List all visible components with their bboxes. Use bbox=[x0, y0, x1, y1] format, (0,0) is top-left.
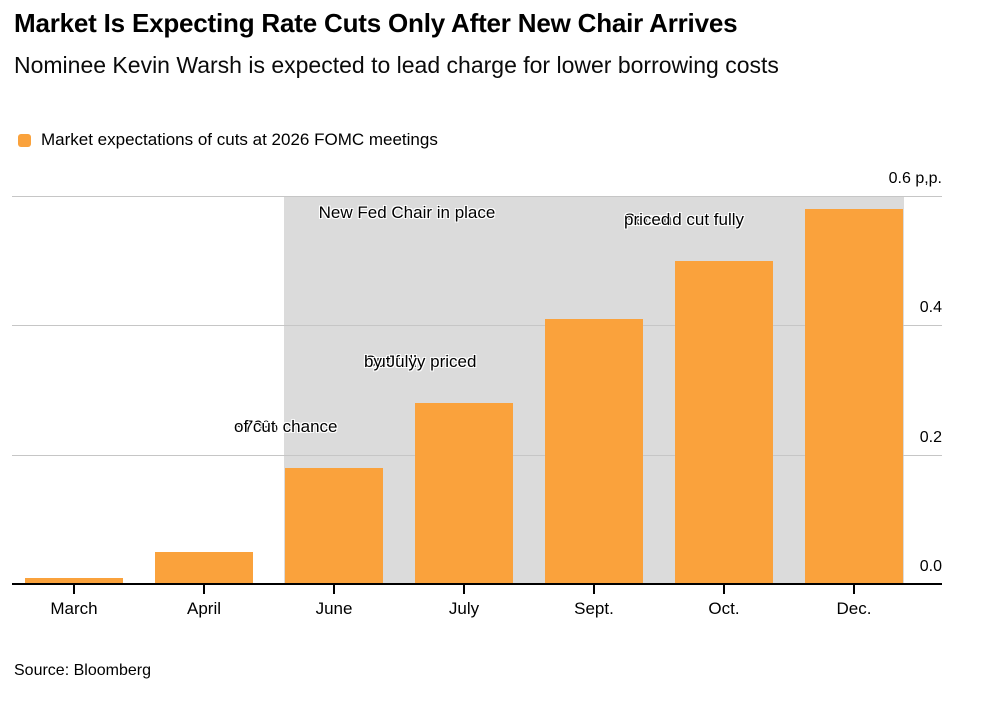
chart-subtitle: Nominee Kevin Warsh is expected to lead … bbox=[14, 52, 779, 78]
x-axis-tick bbox=[723, 585, 725, 594]
legend-swatch-icon bbox=[18, 133, 31, 147]
annotation-line: of cut bbox=[234, 416, 276, 436]
x-axis-label: Sept. bbox=[574, 599, 614, 618]
bar bbox=[675, 260, 773, 584]
x-axis-tick bbox=[73, 585, 75, 594]
legend: Market expectations of cuts at 2026 FOMC… bbox=[18, 130, 438, 150]
x-axis-tick bbox=[853, 585, 855, 594]
x-axis-label: March bbox=[50, 599, 98, 618]
annotation-line: Second cut fully bbox=[624, 209, 745, 229]
x-axis-label: June bbox=[315, 599, 353, 618]
gridline bbox=[12, 325, 942, 327]
source-note: Source: Bloomberg bbox=[14, 662, 151, 679]
bar bbox=[285, 467, 383, 584]
bar bbox=[805, 208, 903, 584]
y-axis-label: 0.2 bbox=[919, 428, 942, 446]
annotation-line: priced bbox=[624, 209, 671, 229]
x-axis-label: July bbox=[448, 599, 480, 618]
y-axis-label: 0.0 bbox=[919, 558, 942, 575]
x-axis-tick bbox=[203, 585, 205, 594]
annotation-line: ~70% chance bbox=[234, 416, 338, 436]
bar bbox=[155, 551, 253, 584]
annotation-line: by July bbox=[364, 351, 417, 371]
annotation-line: Cut fully priced bbox=[364, 351, 477, 371]
page-title: Market Is Expecting Rate Cuts Only After… bbox=[14, 8, 738, 38]
x-axis-label: April bbox=[186, 599, 221, 618]
legend-label: Market expectations of cuts at 2026 FOMC… bbox=[41, 130, 438, 149]
x-axis-tick bbox=[333, 585, 335, 594]
x-axis-label: Oct. bbox=[708, 599, 740, 618]
y-axis-label: 0.4 bbox=[919, 299, 942, 317]
x-axis-tick bbox=[593, 585, 595, 594]
bar bbox=[25, 577, 123, 584]
y-axis-label: 0.6 p,p. bbox=[888, 170, 942, 187]
bar bbox=[545, 318, 643, 584]
x-axis-label: Dec. bbox=[836, 599, 872, 618]
x-axis-tick bbox=[463, 585, 465, 594]
axis-baseline bbox=[12, 583, 942, 585]
bar bbox=[415, 402, 513, 584]
gridline bbox=[12, 196, 942, 197]
shaded-region-label: New Fed Chair in place bbox=[318, 203, 496, 222]
bar-chart: 0.0 0.2 0.4 0.6 p,p. March April June July Sept.… bbox=[0, 160, 1003, 640]
